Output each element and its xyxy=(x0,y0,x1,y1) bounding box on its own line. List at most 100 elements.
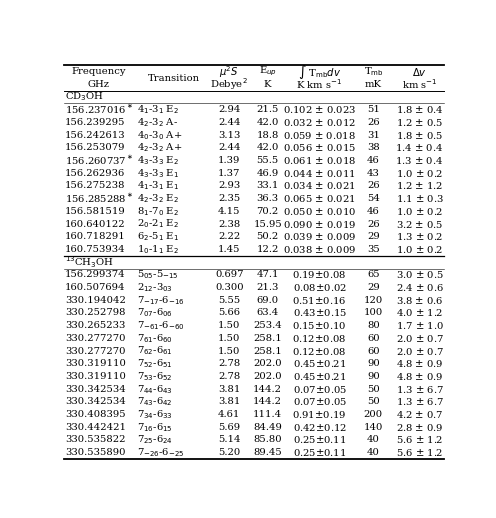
Text: 5.6 $\pm$ 1.2: 5.6 $\pm$ 1.2 xyxy=(396,435,443,445)
Text: Frequency: Frequency xyxy=(71,67,126,76)
Text: 4.15: 4.15 xyxy=(218,207,241,216)
Text: 29: 29 xyxy=(367,283,380,292)
Text: 7$_{34}$-6$_{33}$: 7$_{34}$-6$_{33}$ xyxy=(137,408,173,421)
Text: 144.2: 144.2 xyxy=(253,385,282,394)
Text: 5$_{05}$-5$_{-15}$: 5$_{05}$-5$_{-15}$ xyxy=(137,268,179,281)
Text: 3.2 $\pm$ 0.5: 3.2 $\pm$ 0.5 xyxy=(396,219,443,229)
Text: 1.50: 1.50 xyxy=(218,347,241,355)
Text: 90: 90 xyxy=(367,372,380,381)
Text: 0.090 $\pm$ 0.019: 0.090 $\pm$ 0.019 xyxy=(283,219,356,229)
Text: 4.0 $\pm$ 1.2: 4.0 $\pm$ 1.2 xyxy=(396,308,443,319)
Text: 156.581519: 156.581519 xyxy=(65,207,126,216)
Text: 47.1: 47.1 xyxy=(256,270,279,279)
Text: 330.408395: 330.408395 xyxy=(65,410,125,419)
Text: 84.49: 84.49 xyxy=(253,423,282,432)
Text: 2$_0$-2$_1$ E$_2$: 2$_0$-2$_1$ E$_2$ xyxy=(137,218,179,231)
Text: 1.37: 1.37 xyxy=(218,169,241,178)
Text: 2.38: 2.38 xyxy=(218,220,241,228)
Text: 0.061 $\pm$ 0.018: 0.061 $\pm$ 0.018 xyxy=(283,155,356,166)
Text: 1.50: 1.50 xyxy=(218,321,241,330)
Text: 4$_0$-3$_0$ A+: 4$_0$-3$_0$ A+ xyxy=(137,129,183,141)
Text: 2.94: 2.94 xyxy=(218,105,241,114)
Text: CD$_3$OH: CD$_3$OH xyxy=(65,91,104,104)
Text: 29: 29 xyxy=(367,232,380,241)
Text: 4$_2$-3$_2$ A+: 4$_2$-3$_2$ A+ xyxy=(137,141,183,154)
Text: 0.07$\pm$0.05: 0.07$\pm$0.05 xyxy=(293,384,347,395)
Text: 5.14: 5.14 xyxy=(218,436,241,444)
Text: 4$_3$-3$_3$ E$_2$: 4$_3$-3$_3$ E$_2$ xyxy=(137,154,179,167)
Text: 160.718291: 160.718291 xyxy=(65,232,126,241)
Text: 330.442421: 330.442421 xyxy=(65,423,126,432)
Text: 100: 100 xyxy=(364,309,383,318)
Text: 1.8 $\pm$ 0.5: 1.8 $\pm$ 0.5 xyxy=(396,130,443,141)
Text: 63.4: 63.4 xyxy=(256,309,279,318)
Text: 0.065 $\pm$ 0.021: 0.065 $\pm$ 0.021 xyxy=(283,193,356,204)
Text: Transition: Transition xyxy=(147,74,199,82)
Text: 4$_1$-3$_1$ E$_2$: 4$_1$-3$_1$ E$_2$ xyxy=(137,104,179,116)
Text: 7$_{44}$-6$_{43}$: 7$_{44}$-6$_{43}$ xyxy=(137,383,173,396)
Text: 46.9: 46.9 xyxy=(256,169,279,178)
Text: 1.3 $\pm$ 6.7: 1.3 $\pm$ 6.7 xyxy=(395,384,443,395)
Text: $\mu^2 S$: $\mu^2 S$ xyxy=(219,64,239,80)
Text: 0.07$\pm$0.05: 0.07$\pm$0.05 xyxy=(293,396,347,407)
Text: 120: 120 xyxy=(364,296,383,305)
Text: 4$_2$-3$_2$ E$_2$: 4$_2$-3$_2$ E$_2$ xyxy=(137,192,179,205)
Text: 12.2: 12.2 xyxy=(256,245,279,254)
Text: 111.4: 111.4 xyxy=(253,410,282,419)
Text: 38: 38 xyxy=(367,143,380,152)
Text: 1.0 $\pm$ 0.2: 1.0 $\pm$ 0.2 xyxy=(396,168,443,179)
Text: 0.12$\pm$0.08: 0.12$\pm$0.08 xyxy=(293,333,347,344)
Text: $\Delta v$: $\Delta v$ xyxy=(412,66,427,78)
Text: 202.0: 202.0 xyxy=(253,372,282,381)
Text: 51: 51 xyxy=(367,105,380,114)
Text: 0.15$\pm$0.10: 0.15$\pm$0.10 xyxy=(293,320,347,331)
Text: 89.45: 89.45 xyxy=(253,448,282,457)
Text: 4$_2$-3$_2$ A-: 4$_2$-3$_2$ A- xyxy=(137,116,178,129)
Text: 2$_{12}$-3$_{03}$: 2$_{12}$-3$_{03}$ xyxy=(137,281,173,294)
Text: 330.342534: 330.342534 xyxy=(65,397,126,407)
Text: T$_{\rm mb}$: T$_{\rm mb}$ xyxy=(364,65,383,78)
Text: $\int$ T$_{\rm mb}$$dv$: $\int$ T$_{\rm mb}$$dv$ xyxy=(298,63,341,81)
Text: 1.3 $\pm$ 0.4: 1.3 $\pm$ 0.4 xyxy=(395,155,443,166)
Text: 160.507694: 160.507694 xyxy=(65,283,125,292)
Text: 65: 65 xyxy=(367,270,379,279)
Text: 1.0 $\pm$ 0.2: 1.0 $\pm$ 0.2 xyxy=(396,244,443,255)
Text: 18.8: 18.8 xyxy=(256,131,279,140)
Text: 54: 54 xyxy=(367,194,380,203)
Text: 0.697: 0.697 xyxy=(215,270,244,279)
Text: 21.3: 21.3 xyxy=(256,283,279,292)
Text: 0.08$\pm$0.02: 0.08$\pm$0.02 xyxy=(293,282,347,293)
Text: 26: 26 xyxy=(367,118,379,127)
Text: 253.4: 253.4 xyxy=(253,321,282,330)
Text: 7$_{-26}$-6$_{-25}$: 7$_{-26}$-6$_{-25}$ xyxy=(137,447,185,459)
Text: 0.43$\pm$0.15: 0.43$\pm$0.15 xyxy=(293,308,347,319)
Text: 5.6 $\pm$ 1.2: 5.6 $\pm$ 1.2 xyxy=(396,447,443,458)
Text: 0.300: 0.300 xyxy=(215,283,244,292)
Text: 258.1: 258.1 xyxy=(253,334,282,343)
Text: 330.252798: 330.252798 xyxy=(65,309,125,318)
Text: 140: 140 xyxy=(364,423,383,432)
Text: 2.0 $\pm$ 0.7: 2.0 $\pm$ 0.7 xyxy=(395,333,443,344)
Text: 55.5: 55.5 xyxy=(256,156,279,165)
Text: 26: 26 xyxy=(367,181,379,191)
Text: 3.81: 3.81 xyxy=(218,385,241,394)
Text: 7$_{16}$-6$_{15}$: 7$_{16}$-6$_{15}$ xyxy=(137,421,173,434)
Text: 7$_{61}$-6$_{60}$: 7$_{61}$-6$_{60}$ xyxy=(137,332,173,345)
Text: 1.45: 1.45 xyxy=(218,245,241,254)
Text: 330.535822: 330.535822 xyxy=(65,436,125,444)
Text: 15.95: 15.95 xyxy=(253,220,282,228)
Text: 1.4 $\pm$ 0.4: 1.4 $\pm$ 0.4 xyxy=(395,142,443,153)
Text: 202.0: 202.0 xyxy=(253,359,282,368)
Text: 156.260737$^\ast$: 156.260737$^\ast$ xyxy=(65,154,134,167)
Text: 7$_{62}$-6$_{61}$: 7$_{62}$-6$_{61}$ xyxy=(137,344,173,357)
Text: 1.3 $\pm$ 0.2: 1.3 $\pm$ 0.2 xyxy=(396,232,443,242)
Text: 0.044 $\pm$ 0.011: 0.044 $\pm$ 0.011 xyxy=(283,168,356,179)
Text: 0.25$\pm$0.11: 0.25$\pm$0.11 xyxy=(293,447,346,458)
Text: 43: 43 xyxy=(367,169,380,178)
Text: 1.1 $\pm$ 0.3: 1.1 $\pm$ 0.3 xyxy=(396,193,443,204)
Text: 2.78: 2.78 xyxy=(218,359,241,368)
Text: 4.8 $\pm$ 0.9: 4.8 $\pm$ 0.9 xyxy=(396,371,443,382)
Text: 3.0 $\pm$ 0.5: 3.0 $\pm$ 0.5 xyxy=(396,269,443,280)
Text: 1.39: 1.39 xyxy=(218,156,241,165)
Text: 4$_3$-3$_3$ E$_1$: 4$_3$-3$_3$ E$_1$ xyxy=(137,167,179,180)
